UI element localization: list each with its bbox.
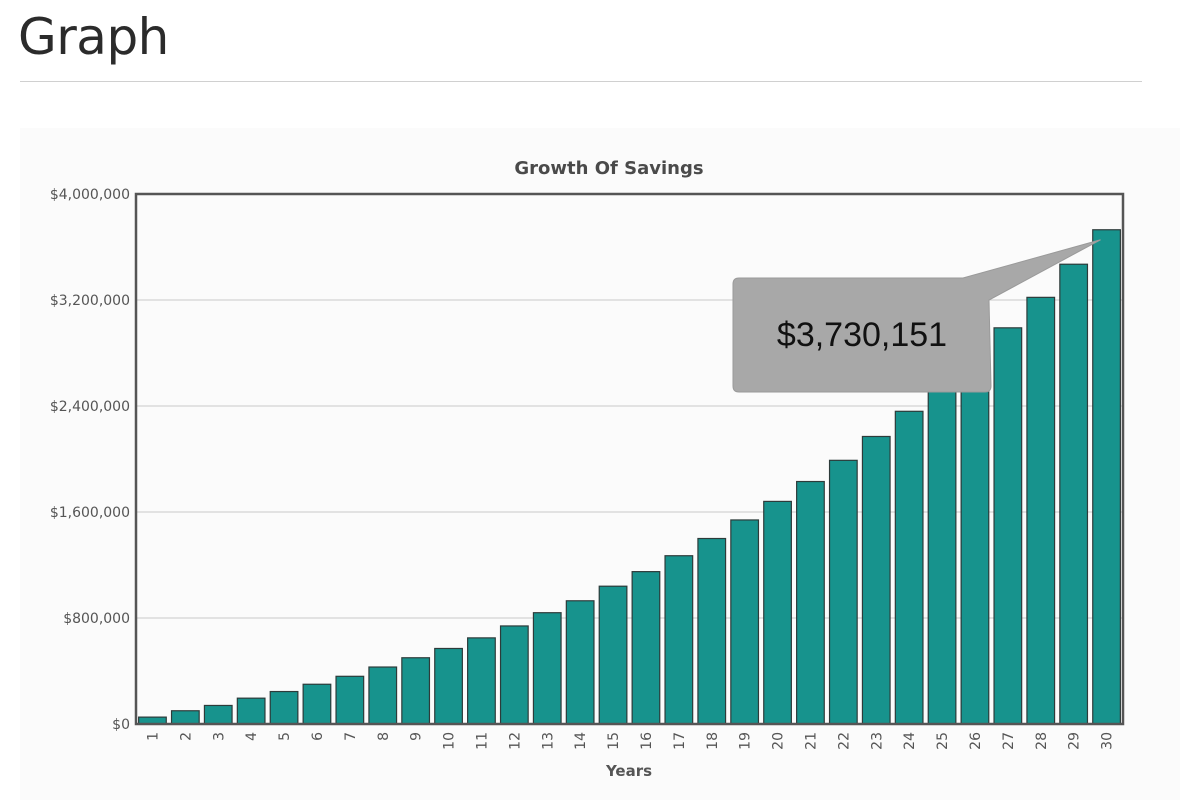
x-tick-label: 15 xyxy=(606,732,622,750)
x-tick-label: 21 xyxy=(803,732,819,750)
x-tick-label: 16 xyxy=(639,732,655,750)
y-tick-label: $4,000,000 xyxy=(50,187,130,203)
bar-year-10[interactable] xyxy=(434,647,463,725)
bar-year-15[interactable] xyxy=(598,585,628,725)
bar-year-21[interactable] xyxy=(796,480,825,725)
bar-year-24[interactable] xyxy=(894,410,924,725)
bar-year-28[interactable] xyxy=(1026,296,1056,725)
bar-year-23[interactable] xyxy=(861,435,891,725)
chart-title: Growth Of Savings xyxy=(514,158,703,179)
bar-year-13[interactable] xyxy=(532,612,562,725)
bar-year-14[interactable] xyxy=(565,600,595,725)
bar-year-18[interactable] xyxy=(697,537,727,725)
bar-year-12[interactable] xyxy=(499,625,529,725)
y-tick-label: $3,200,000 xyxy=(50,293,130,309)
y-tick-label: $0 xyxy=(112,717,130,733)
bar-year-5[interactable] xyxy=(269,690,299,725)
x-tick-label: 4 xyxy=(244,732,260,741)
bar-year-9[interactable] xyxy=(401,657,431,725)
bar-year-11[interactable] xyxy=(467,637,496,725)
x-tick-label: 10 xyxy=(442,732,458,750)
x-tick-label: 17 xyxy=(672,732,688,750)
x-tick-label: 8 xyxy=(376,732,392,741)
x-tick-label: 1 xyxy=(145,732,161,741)
bar-year-6[interactable] xyxy=(302,683,332,725)
bar-year-29[interactable] xyxy=(1059,263,1089,725)
page-title: Graph xyxy=(18,8,169,66)
bar-year-19[interactable] xyxy=(730,519,760,725)
x-tick-label: 6 xyxy=(310,732,326,741)
bars xyxy=(138,229,1121,725)
bar-year-30[interactable] xyxy=(1092,229,1121,725)
x-tick-label: 14 xyxy=(573,732,589,750)
x-tick-label: 3 xyxy=(211,732,227,741)
bar-year-16[interactable] xyxy=(631,571,661,725)
value-tooltip: $3,730,151 xyxy=(732,239,1101,393)
bar-year-22[interactable] xyxy=(828,459,858,725)
bar-year-17[interactable] xyxy=(664,555,694,725)
y-tick-label: $2,400,000 xyxy=(50,399,130,415)
chart-panel: Growth Of Savings $0 $800,000 $1,600,000 $2… xyxy=(20,128,1180,800)
x-axis-tick-labels: 1 2 3 4 5 6 7 8 9 10 11 12 13 14 15 16 17 18 19 20 21 22 23 24 2… xyxy=(145,732,1115,750)
y-tick-label: $1,600,000 xyxy=(50,505,130,521)
x-tick-label: 23 xyxy=(869,732,885,750)
growth-of-savings-chart: Growth Of Savings $0 $800,000 $1,600,000 $2… xyxy=(50,158,1125,780)
x-tick-label: 7 xyxy=(343,732,359,741)
y-tick-label: $800,000 xyxy=(63,611,130,627)
x-tick-label: 2 xyxy=(178,732,194,741)
x-tick-label: 28 xyxy=(1034,732,1050,750)
y-axis-tick-labels: $0 $800,000 $1,600,000 $2,400,000 $3,200,000… xyxy=(50,187,130,733)
x-tick-label: 29 xyxy=(1067,732,1083,750)
x-tick-label: 26 xyxy=(968,732,984,750)
x-tick-label: 13 xyxy=(540,732,556,750)
tooltip-bubble xyxy=(732,239,1101,393)
x-tick-label: 22 xyxy=(836,732,852,750)
x-tick-label: 19 xyxy=(738,732,754,750)
bar-year-20[interactable] xyxy=(763,500,792,725)
tooltip-value: $3,730,151 xyxy=(777,316,947,354)
x-axis-label: Years xyxy=(605,762,652,780)
bar-year-4[interactable] xyxy=(236,697,266,725)
plot-frame xyxy=(134,192,1125,726)
bar-year-8[interactable] xyxy=(368,666,398,725)
bar-year-26[interactable] xyxy=(960,356,990,725)
x-tick-label: 9 xyxy=(409,732,425,741)
x-tick-label: 18 xyxy=(705,732,721,750)
bar-year-27[interactable] xyxy=(993,327,1023,725)
bar-year-3[interactable] xyxy=(203,704,233,725)
x-tick-label: 24 xyxy=(902,732,918,750)
bar-year-7[interactable] xyxy=(335,675,365,725)
x-tick-label: 25 xyxy=(935,732,951,750)
x-tick-label: 27 xyxy=(1001,732,1017,750)
bar-year-25[interactable] xyxy=(927,384,957,725)
x-tick-label: 20 xyxy=(771,732,787,750)
x-tick-label: 12 xyxy=(507,732,523,750)
title-divider xyxy=(20,81,1142,82)
bar-year-2[interactable] xyxy=(170,710,200,725)
x-tick-label: 5 xyxy=(277,732,293,741)
x-tick-label: 11 xyxy=(474,732,490,750)
x-tick-label: 30 xyxy=(1100,732,1116,750)
